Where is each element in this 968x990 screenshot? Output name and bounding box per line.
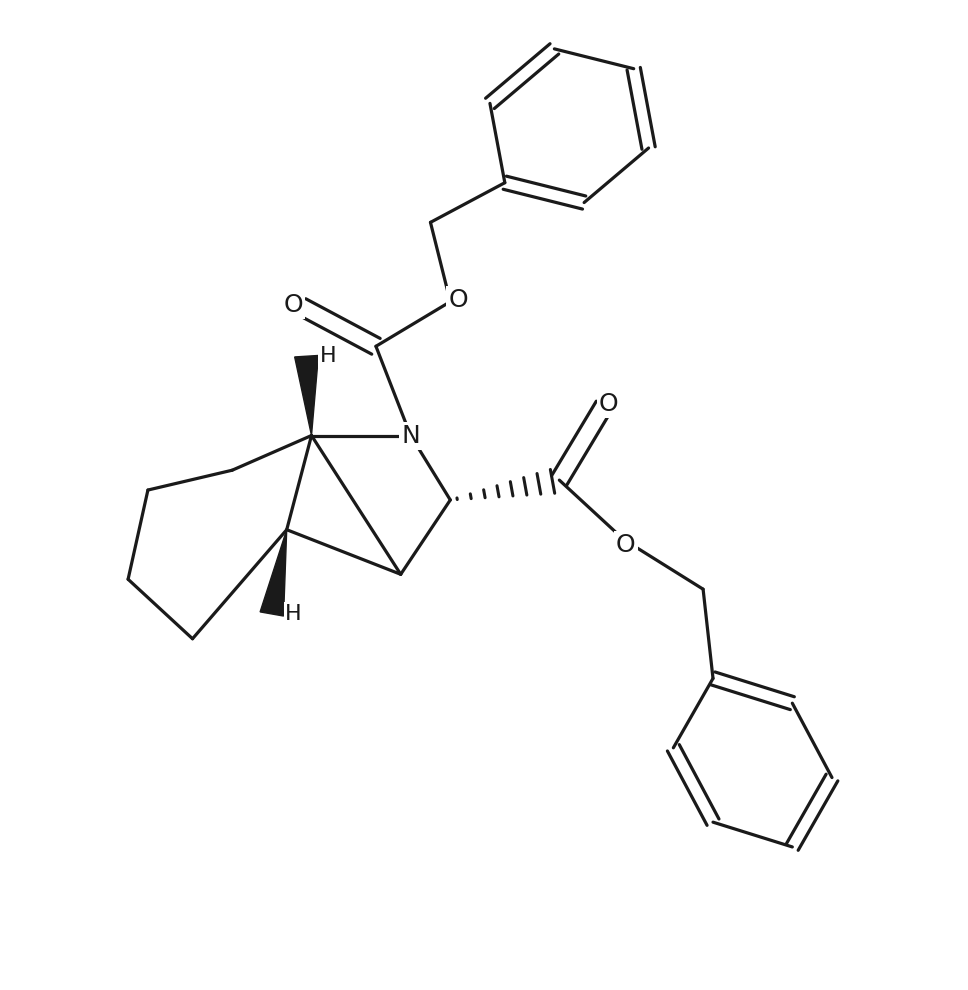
Text: O: O: [448, 288, 469, 312]
Text: N: N: [402, 424, 420, 447]
Text: O: O: [616, 533, 636, 556]
Text: O: O: [284, 293, 303, 317]
Text: H: H: [320, 346, 337, 366]
Text: O: O: [599, 392, 619, 416]
Polygon shape: [260, 530, 287, 616]
Text: H: H: [286, 604, 302, 624]
Polygon shape: [294, 355, 318, 436]
